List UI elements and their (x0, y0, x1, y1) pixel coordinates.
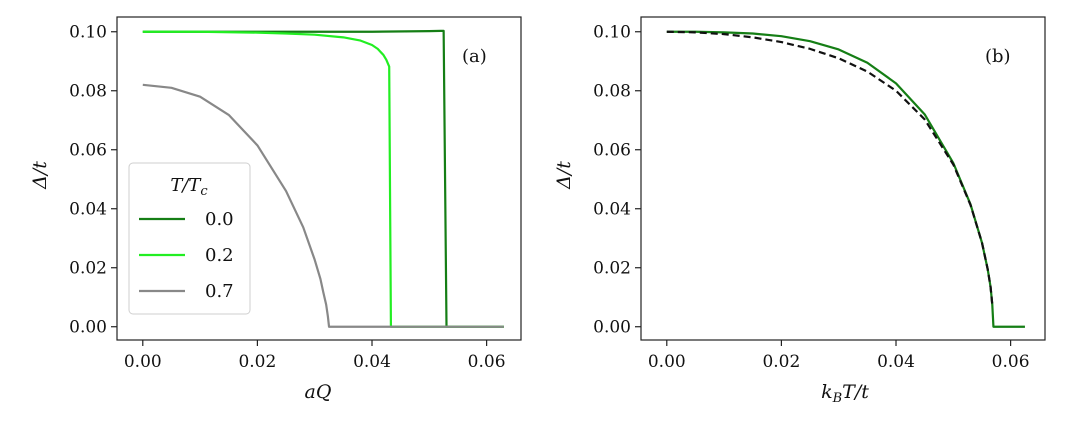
panel-a-y-axis-label: Δ/t (29, 161, 51, 190)
series-line-2 (142, 83, 504, 328)
y-tick-label: 0.10 (593, 23, 631, 43)
panel-b-x-axis-label: kBT/t (821, 381, 869, 406)
x-tick-label: 0.06 (992, 352, 1030, 372)
panel-b-y-axis-label: Δ/t (553, 161, 575, 190)
panel-b: 0.00 0.02 0.04 0.06 0.00 0.02 0.04 0.06 0.08 0.1… (553, 16, 1046, 406)
legend: T/Tc 0.0 0.2 0.7 (128, 162, 251, 315)
y-tick-label: 0.04 (69, 200, 107, 220)
y-tick-label: 0.04 (593, 200, 631, 220)
y-tick-label: 0.10 (69, 23, 107, 43)
y-tick-label: 0.00 (69, 318, 107, 338)
x-tick-label: 0.04 (877, 352, 915, 372)
panel-b-frame (640, 16, 1046, 341)
panel-a-x-ticks: 0.00 0.02 0.04 0.06 (124, 340, 506, 372)
panel-a-frame (116, 16, 522, 341)
x-tick-label: 0.00 (648, 352, 686, 372)
x-tick-label: 0.04 (353, 352, 391, 372)
panel-a: 0.00 0.02 0.04 0.06 0.00 0.02 0.04 0.06 0.08 0.1… (29, 16, 522, 403)
legend-label-0: 0.0 (205, 209, 234, 230)
legend-box (128, 162, 251, 315)
panel-a-label: (a) (462, 46, 487, 67)
y-tick-label: 0.00 (593, 318, 631, 338)
series-line-1 (142, 30, 504, 328)
y-tick-label: 0.02 (69, 259, 107, 279)
x-tick-label: 0.02 (762, 352, 800, 372)
panel-b-lines (666, 30, 1025, 328)
y-tick-label: 0.08 (593, 82, 631, 102)
y-tick-label: 0.06 (593, 141, 631, 161)
legend-label-2: 0.7 (205, 281, 234, 302)
y-tick-label: 0.02 (593, 259, 631, 279)
x-tick-label: 0.02 (238, 352, 276, 372)
y-tick-label: 0.08 (69, 82, 107, 102)
panel-a-y-ticks: 0.00 0.02 0.04 0.06 0.08 0.10 (69, 23, 117, 338)
panel-a-lines (142, 29, 504, 328)
legend-label-1: 0.2 (205, 245, 234, 266)
panel-b-x-ticks: 0.00 0.02 0.04 0.06 (648, 340, 1030, 372)
series-line-1 (666, 30, 994, 305)
panel-b-label: (b) (985, 46, 1011, 67)
x-tick-label: 0.06 (468, 352, 506, 372)
panel-b-y-ticks: 0.00 0.02 0.04 0.06 0.08 0.10 (593, 23, 641, 338)
y-tick-label: 0.06 (69, 141, 107, 161)
panel-a-x-axis-label: aQ (305, 381, 332, 403)
x-tick-label: 0.00 (124, 352, 162, 372)
series-line-0 (666, 30, 1025, 328)
